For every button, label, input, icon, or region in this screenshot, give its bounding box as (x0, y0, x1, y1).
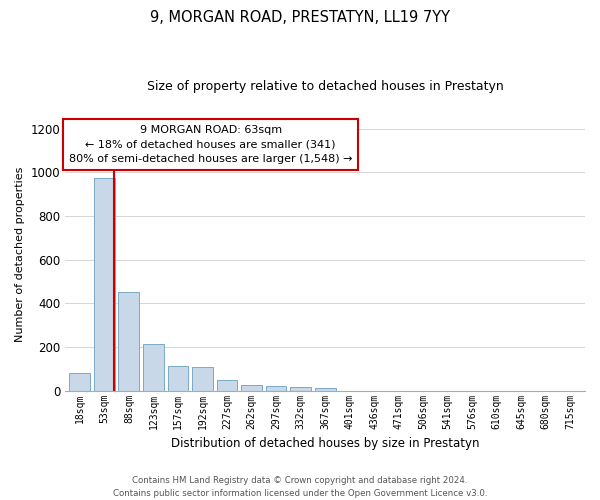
Y-axis label: Number of detached properties: Number of detached properties (15, 166, 25, 342)
X-axis label: Distribution of detached houses by size in Prestatyn: Distribution of detached houses by size … (171, 437, 479, 450)
Text: 9, MORGAN ROAD, PRESTATYN, LL19 7YY: 9, MORGAN ROAD, PRESTATYN, LL19 7YY (150, 10, 450, 25)
Bar (290, 388, 311, 390)
Bar (192, 366, 213, 390)
Bar (143, 344, 164, 390)
Bar (70, 373, 91, 390)
Bar (94, 178, 115, 390)
Bar (167, 366, 188, 390)
Title: Size of property relative to detached houses in Prestatyn: Size of property relative to detached ho… (147, 80, 503, 93)
Text: 9 MORGAN ROAD: 63sqm
← 18% of detached houses are smaller (341)
80% of semi-deta: 9 MORGAN ROAD: 63sqm ← 18% of detached h… (69, 124, 352, 164)
Bar (217, 380, 238, 390)
Text: Contains HM Land Registry data © Crown copyright and database right 2024.
Contai: Contains HM Land Registry data © Crown c… (113, 476, 487, 498)
Bar (118, 292, 139, 390)
Bar (266, 386, 286, 390)
Bar (241, 385, 262, 390)
Bar (314, 388, 335, 390)
